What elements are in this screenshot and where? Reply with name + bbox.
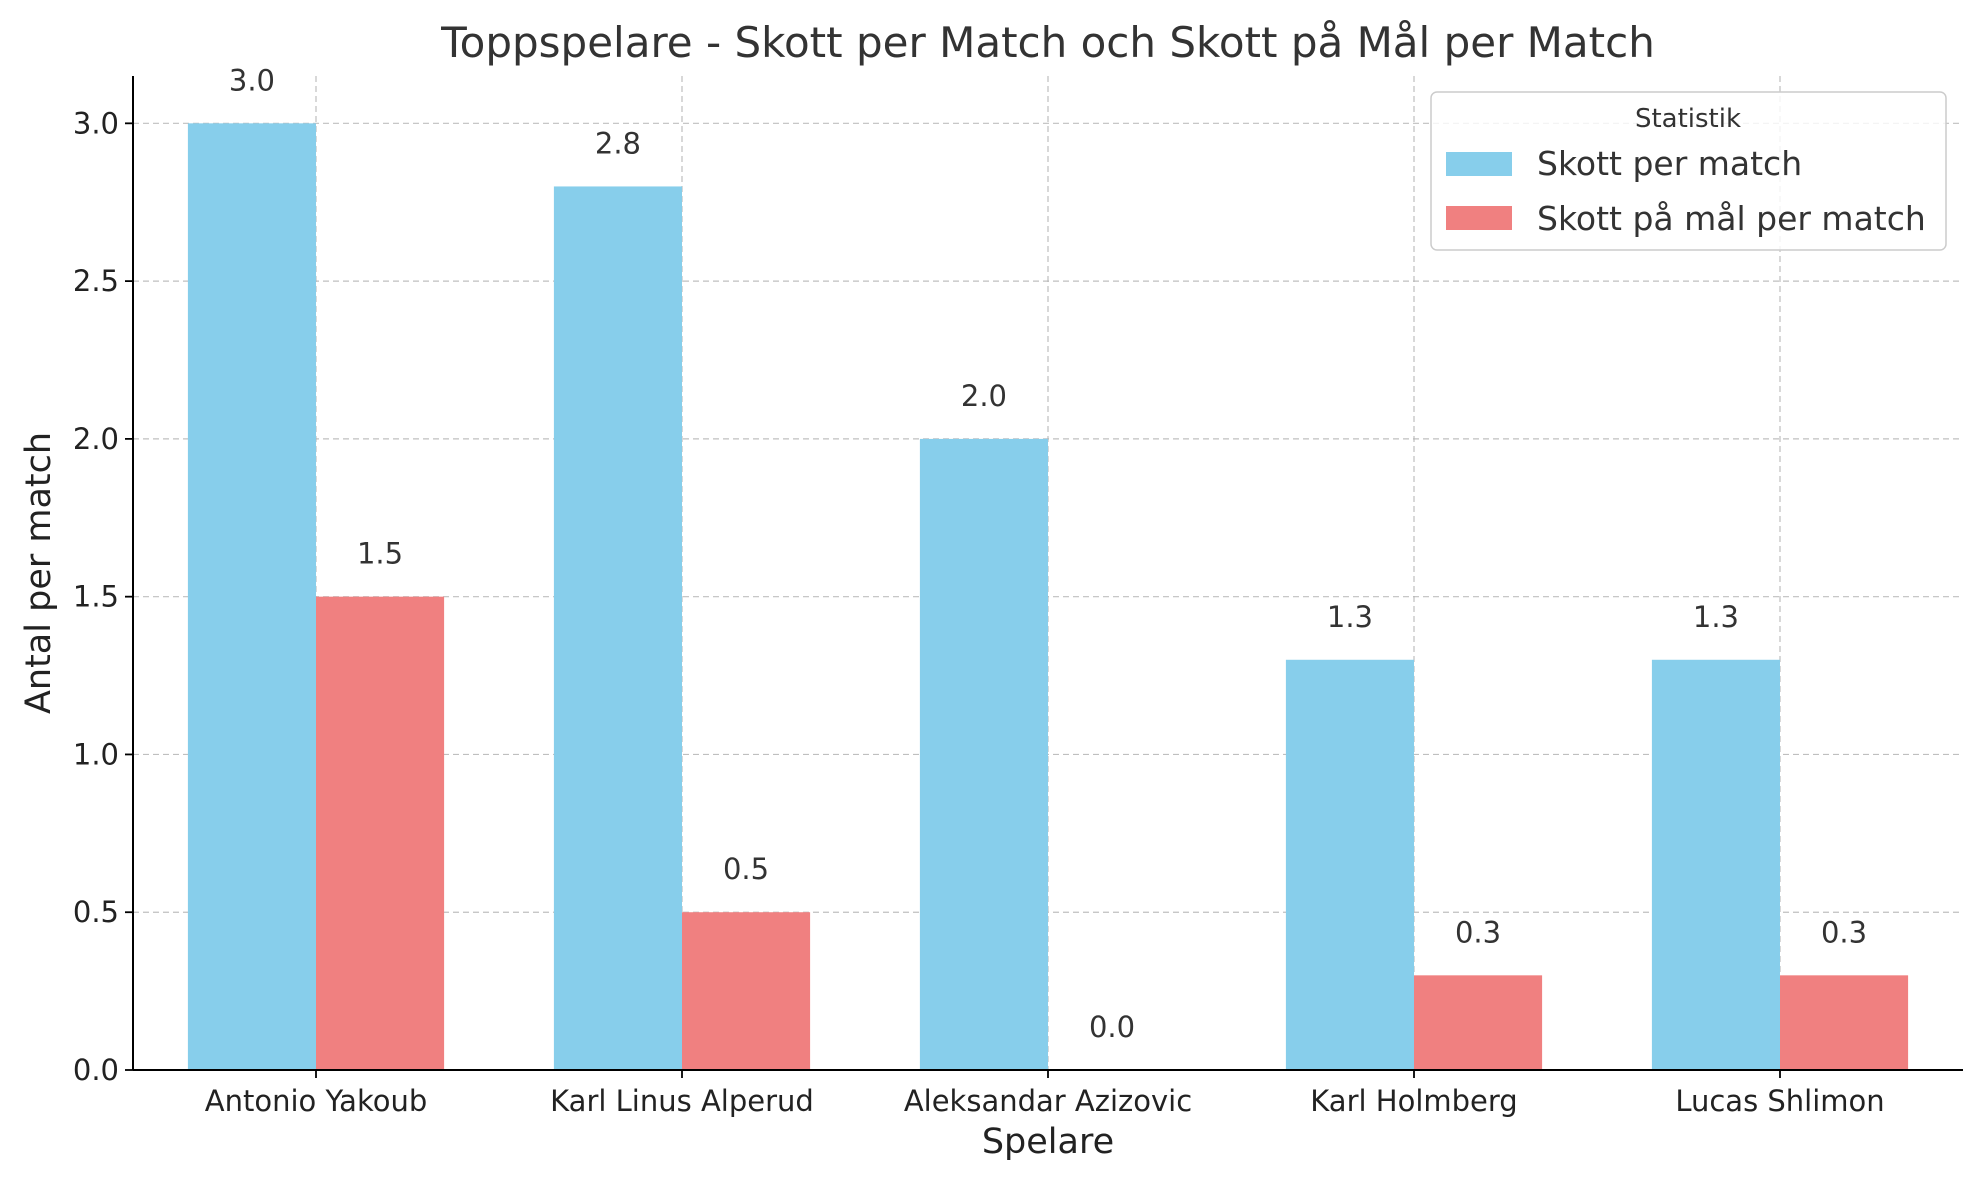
data-label-skott-pa-mal-per-match-karl-holmberg: 0.3 xyxy=(1455,915,1501,949)
y-tick-label: 1.0 xyxy=(73,737,119,771)
data-label-skott-pa-mal-per-match-aleksandar-azizovic: 0.0 xyxy=(1089,1010,1135,1044)
x-axis-title: Spelare xyxy=(982,1122,1114,1162)
y-tick-label: 2.0 xyxy=(73,422,119,456)
legend: Statistik Skott per match Skott på mål p… xyxy=(1430,91,1947,251)
bar-skott-per-match-karl-linus-alperud xyxy=(553,186,682,1070)
bar-skott-per-match-karl-holmberg xyxy=(1285,659,1414,1070)
data-label-skott-per-match-karl-linus-alperud: 2.8 xyxy=(595,126,641,160)
legend-label-skott-per-match: Skott per match xyxy=(1537,144,1802,183)
x-tick-label-antonio-yakoub: Antonio Yakoub xyxy=(205,1084,428,1118)
legend-title: Statistik xyxy=(1635,104,1741,134)
bar-skott-pa-mal-per-match-antonio-yakoub xyxy=(316,596,445,1070)
legend-swatch-skott-pa-mal-per-match xyxy=(1446,206,1512,230)
bar-skott-pa-mal-per-match-karl-holmberg xyxy=(1414,975,1543,1070)
x-tick-label-karl-linus-alperud: Karl Linus Alperud xyxy=(550,1084,814,1118)
bar-skott-pa-mal-per-match-lucas-shlimon xyxy=(1780,975,1909,1070)
data-label-skott-per-match-karl-holmberg: 1.3 xyxy=(1327,600,1373,634)
data-label-skott-per-match-lucas-shlimon: 1.3 xyxy=(1693,600,1739,634)
y-axis-title: Antal per match xyxy=(19,432,59,714)
legend-label-skott-pa-mal-per-match: Skott på mål per match xyxy=(1537,199,1926,238)
x-tick-label-karl-holmberg: Karl Holmberg xyxy=(1310,1084,1517,1118)
y-tick-label: 3.0 xyxy=(73,106,119,140)
y-tick-label: 2.5 xyxy=(73,264,119,298)
legend-swatch-skott-per-match xyxy=(1446,152,1512,176)
data-labels: 3.0 2.8 2.0 1.3 1.3 1.5 0.5 0.0 0.3 0.3 xyxy=(229,63,1867,1044)
bars xyxy=(187,123,1909,1071)
bar-skott-per-match-lucas-shlimon xyxy=(1651,659,1780,1070)
chart-title: Toppspelare - Skott per Match och Skott … xyxy=(440,18,1655,67)
ticks: 0.0 0.5 1.0 1.5 2.0 2.5 3.0 Antonio Yakoub Karl … xyxy=(73,106,1885,1118)
data-label-skott-per-match-aleksandar-azizovic: 2.0 xyxy=(961,379,1007,413)
x-tick-label-lucas-shlimon: Lucas Shlimon xyxy=(1675,1084,1884,1118)
data-label-skott-pa-mal-per-match-karl-linus-alperud: 0.5 xyxy=(723,852,769,886)
legend-box xyxy=(1430,91,1947,251)
bar-skott-pa-mal-per-match-karl-linus-alperud xyxy=(682,912,811,1070)
data-label-skott-pa-mal-per-match-antonio-yakoub: 1.5 xyxy=(357,537,403,571)
y-tick-label: 0.5 xyxy=(73,895,119,929)
data-label-skott-pa-mal-per-match-lucas-shlimon: 0.3 xyxy=(1821,915,1867,949)
x-tick-label-aleksandar-azizovic: Aleksandar Azizovic xyxy=(904,1084,1192,1118)
y-tick-label: 1.5 xyxy=(73,580,119,614)
bar-skott-per-match-antonio-yakoub xyxy=(187,123,316,1071)
bar-skott-per-match-aleksandar-azizovic xyxy=(919,438,1048,1070)
data-label-skott-per-match-antonio-yakoub: 3.0 xyxy=(229,63,275,97)
y-tick-label: 0.0 xyxy=(73,1053,119,1087)
